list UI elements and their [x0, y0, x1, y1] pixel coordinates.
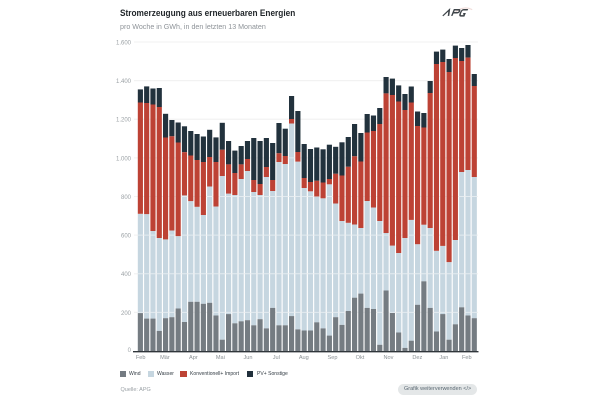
svg-text:400: 400 [121, 272, 132, 278]
svg-text:Sep: Sep [328, 355, 338, 361]
svg-text:Dez: Dez [412, 355, 422, 361]
svg-text:Jul: Jul [273, 355, 280, 361]
svg-text:0: 0 [128, 348, 132, 354]
svg-text:1.400: 1.400 [116, 79, 132, 85]
svg-text:Jan: Jan [439, 355, 448, 361]
svg-text:Apr: Apr [189, 355, 198, 361]
svg-text:200: 200 [121, 311, 132, 317]
svg-text:Aug: Aug [299, 355, 309, 361]
svg-text:Mai: Mai [216, 355, 225, 361]
svg-text:Okt: Okt [356, 355, 365, 361]
svg-text:1.600: 1.600 [116, 40, 132, 46]
svg-text:800: 800 [121, 195, 132, 201]
svg-text:1.200: 1.200 [116, 118, 132, 124]
svg-text:Jun: Jun [243, 355, 252, 361]
svg-text:1.000: 1.000 [116, 156, 132, 162]
svg-text:Feb: Feb [462, 355, 472, 361]
svg-text:Mär: Mär [160, 355, 170, 361]
svg-text:Nov: Nov [384, 355, 394, 361]
svg-text:600: 600 [121, 234, 132, 240]
svg-text:Feb: Feb [136, 355, 146, 361]
